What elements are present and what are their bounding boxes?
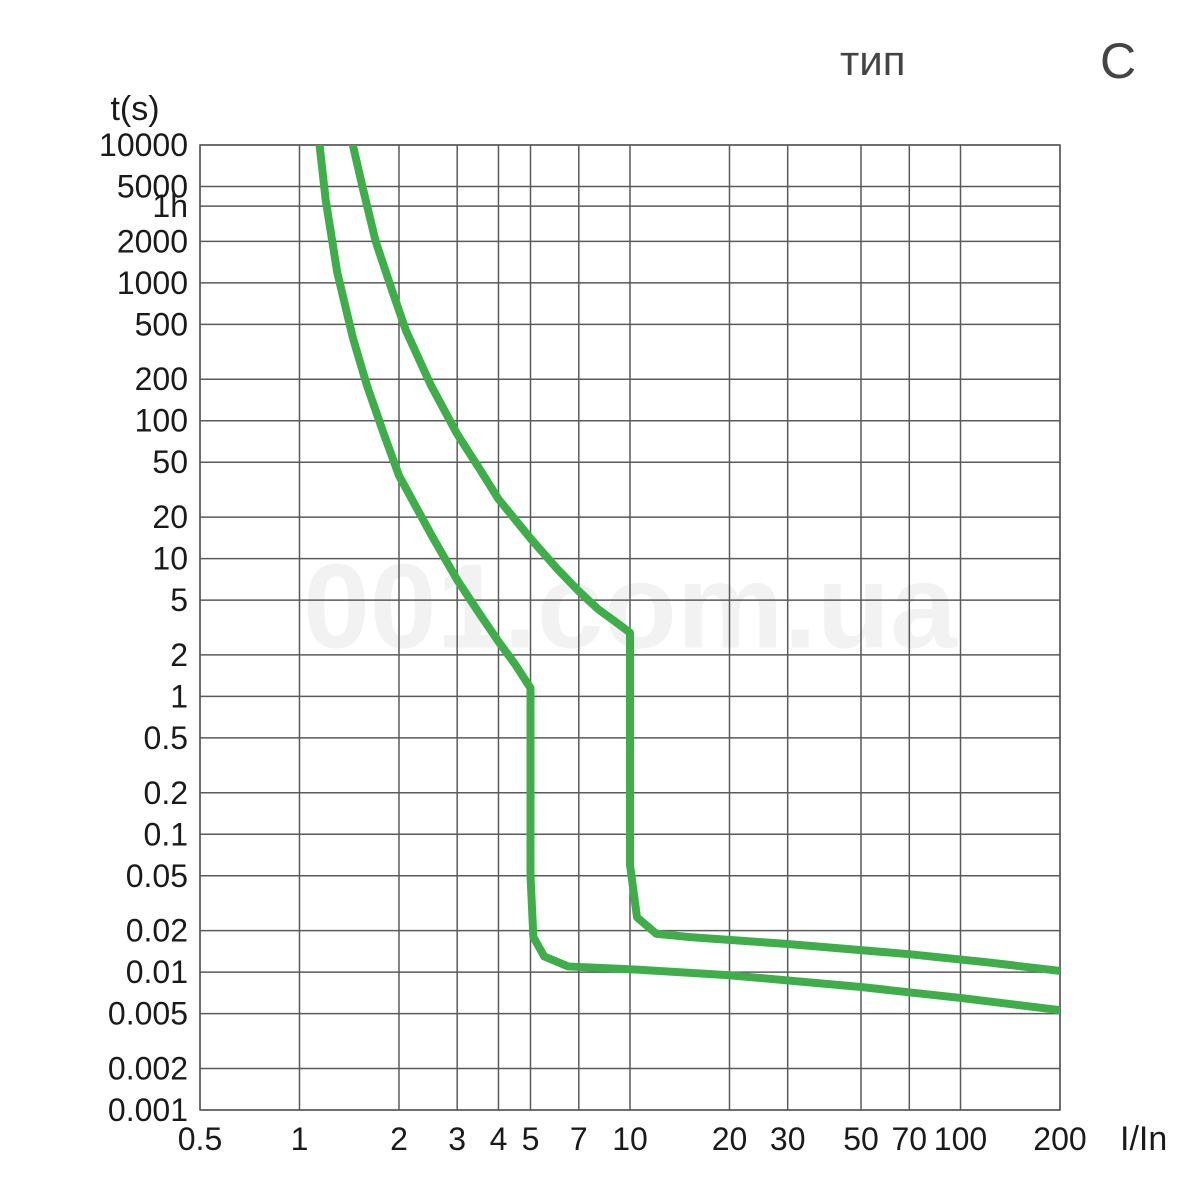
x-tick-label: 5 (522, 1121, 540, 1157)
x-tick-label: 200 (1033, 1121, 1086, 1157)
y-axis-title: t(s) (110, 90, 159, 128)
y-tick-label: 50 (152, 444, 188, 480)
y-tick-label: 0.5 (144, 720, 188, 756)
x-tick-label: 30 (770, 1121, 806, 1157)
x-tick-label: 7 (570, 1121, 588, 1157)
chart-container: 001.com.ua0.0010.0020.0050.010.020.050.1… (0, 0, 1200, 1200)
x-tick-label: 20 (712, 1121, 748, 1157)
x-axis-title: I/In (1120, 1120, 1167, 1158)
header-label: тип (840, 37, 905, 84)
y-tick-label: 0.05 (126, 858, 188, 894)
y-tick-label: 0.005 (108, 996, 188, 1032)
y-tick-label: 100 (135, 403, 188, 439)
y-tick-label: 0.2 (144, 775, 188, 811)
y-tick-label: 500 (135, 306, 188, 342)
header-letter: C (1100, 33, 1136, 89)
y-tick-label: 1 (170, 678, 188, 714)
y-tick-label: 0.01 (126, 954, 188, 990)
y-tick-label: 5000 (117, 168, 188, 204)
y-tick-label: 0.02 (126, 913, 188, 949)
x-tick-label: 3 (448, 1121, 466, 1157)
y-tick-label: 200 (135, 361, 188, 397)
x-tick-label: 2 (390, 1121, 408, 1157)
y-tick-label: 10000 (99, 127, 188, 163)
y-tick-label: 2000 (117, 223, 188, 259)
y-tick-label: 20 (152, 499, 188, 535)
y-tick-label: 5 (170, 582, 188, 618)
y-tick-label: 10 (152, 541, 188, 577)
x-tick-label: 4 (490, 1121, 508, 1157)
x-tick-label: 0.5 (178, 1121, 222, 1157)
y-tick-label: 1000 (117, 265, 188, 301)
x-tick-label: 1 (291, 1121, 309, 1157)
y-tick-label: 0.002 (108, 1051, 188, 1087)
x-tick-label: 100 (934, 1121, 987, 1157)
x-tick-label: 50 (843, 1121, 879, 1157)
y-tick-label: 2 (170, 637, 188, 673)
y-tick-label: 0.001 (108, 1092, 188, 1128)
y-tick-label: 0.1 (144, 816, 188, 852)
x-tick-label: 70 (892, 1121, 928, 1157)
x-tick-label: 10 (612, 1121, 648, 1157)
